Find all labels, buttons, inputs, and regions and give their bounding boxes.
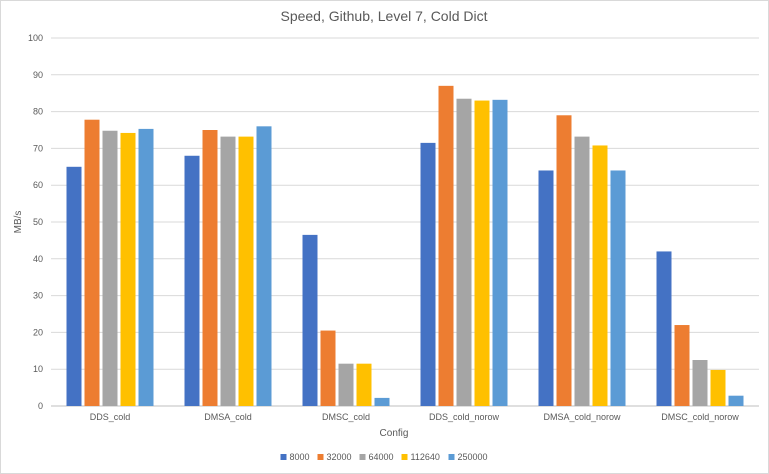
bar-DDS_cold-8000 bbox=[66, 166, 82, 406]
legend: 8000 32000 64000 112640 250000 bbox=[280, 452, 488, 462]
x-axis-title: Config bbox=[380, 428, 409, 439]
bar-DMSC_cold_norow-112640 bbox=[710, 369, 726, 406]
bar-DMSA_cold_norow-32000 bbox=[556, 115, 572, 406]
legend-label: 64000 bbox=[369, 452, 394, 462]
x-tick-label: DMSC_cold_norow bbox=[661, 412, 739, 422]
bar-DMSC_cold_norow-64000 bbox=[692, 360, 708, 406]
bar-DMSA_cold-64000 bbox=[220, 136, 236, 406]
bar-DDS_cold-112640 bbox=[120, 132, 136, 406]
bar-DMSA_cold-32000 bbox=[202, 130, 218, 406]
legend-label: 32000 bbox=[327, 452, 352, 462]
bar-DMSC_cold-112640 bbox=[356, 363, 372, 406]
y-tick-label: 50 bbox=[33, 217, 43, 227]
legend-swatch-64000 bbox=[359, 454, 366, 460]
bar-DMSA_cold_norow-112640 bbox=[592, 145, 608, 406]
bar-DMSA_cold_norow-64000 bbox=[574, 136, 590, 406]
bars bbox=[66, 85, 744, 407]
y-tick-label: 90 bbox=[33, 70, 43, 80]
y-tick-label: 10 bbox=[33, 364, 43, 374]
bar-DMSA_cold_norow-250000 bbox=[610, 170, 626, 406]
legend-label: 8000 bbox=[290, 452, 310, 462]
bar-DDS_cold-32000 bbox=[84, 119, 100, 406]
x-tick-label: DMSA_cold_norow bbox=[543, 412, 621, 422]
y-axis-ticks: 0 10 20 30 40 50 60 70 80 90 100 bbox=[28, 33, 43, 411]
y-tick-label: 30 bbox=[33, 291, 43, 301]
legend-swatch-112640 bbox=[401, 454, 408, 460]
bar-DMSC_cold_norow-32000 bbox=[674, 325, 690, 406]
legend-swatch-250000 bbox=[448, 454, 455, 460]
bar-DMSA_cold-8000 bbox=[184, 155, 200, 406]
bar-DMSC_cold_norow-8000 bbox=[656, 251, 672, 406]
bar-DMSA_cold_norow-8000 bbox=[538, 170, 554, 406]
bar-DDS_cold_norow-8000 bbox=[420, 142, 436, 406]
bar-DMSC_cold-64000 bbox=[338, 363, 354, 406]
bar-DMSA_cold-250000 bbox=[256, 126, 272, 406]
legend-label: 250000 bbox=[458, 452, 488, 462]
legend-label: 112640 bbox=[411, 452, 440, 462]
x-tick-label: DMSA_cold bbox=[204, 412, 252, 422]
gridlines bbox=[51, 37, 759, 407]
legend-swatch-8000 bbox=[280, 454, 287, 460]
chart-title: Speed, Github, Level 7, Cold Dict bbox=[280, 8, 487, 24]
bar-DMSA_cold-112640 bbox=[238, 136, 254, 406]
bar-DDS_cold-250000 bbox=[138, 128, 154, 406]
y-tick-label: 20 bbox=[33, 327, 43, 337]
x-tick-label: DDS_cold bbox=[90, 412, 131, 422]
bar-DDS_cold-64000 bbox=[102, 130, 118, 407]
bar-DMSC_cold_norow-250000 bbox=[728, 395, 744, 406]
legend-swatch-32000 bbox=[317, 454, 324, 460]
x-axis-ticks: DDS_cold DMSA_cold DMSC_cold DDS_cold_norow… bbox=[90, 412, 740, 422]
y-tick-label: 60 bbox=[33, 180, 43, 190]
y-tick-label: 100 bbox=[28, 33, 43, 43]
bar-DDS_cold_norow-112640 bbox=[474, 100, 490, 406]
x-tick-label: DDS_cold_norow bbox=[429, 412, 500, 422]
y-tick-label: 0 bbox=[38, 401, 43, 411]
bar-DDS_cold_norow-32000 bbox=[438, 85, 454, 406]
bar-DMSC_cold-32000 bbox=[320, 330, 336, 406]
y-tick-label: 70 bbox=[33, 143, 43, 153]
bar-DMSC_cold-8000 bbox=[302, 234, 318, 406]
x-tick-label: DMSC_cold bbox=[322, 412, 370, 422]
y-tick-label: 80 bbox=[33, 107, 43, 117]
y-axis-title: MB/s bbox=[13, 211, 24, 234]
bar-DDS_cold_norow-250000 bbox=[492, 99, 508, 406]
bar-DMSC_cold-250000 bbox=[374, 397, 390, 406]
y-tick-label: 40 bbox=[33, 254, 43, 264]
bar-DDS_cold_norow-64000 bbox=[456, 98, 472, 406]
